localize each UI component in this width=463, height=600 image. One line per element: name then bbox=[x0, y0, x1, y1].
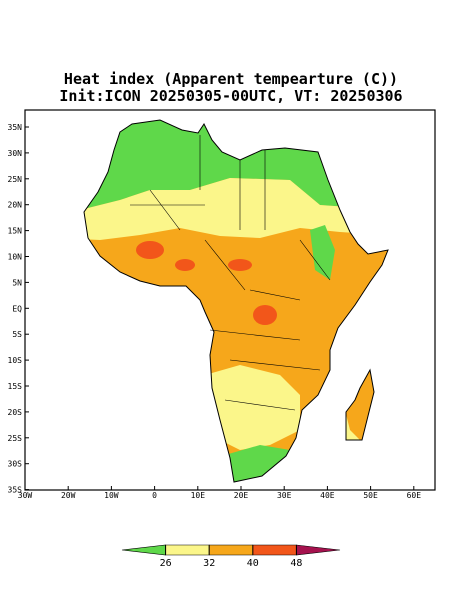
x-tick-label: 60E bbox=[407, 491, 422, 500]
colorbar-segment bbox=[165, 544, 210, 556]
borders bbox=[130, 135, 331, 411]
y-tick-label: 15S bbox=[8, 382, 23, 391]
x-tick-label: 10E bbox=[191, 491, 206, 500]
colorbar-label: 48 bbox=[290, 558, 302, 569]
y-tick-label: 20N bbox=[8, 201, 23, 210]
map-frame bbox=[24, 109, 436, 491]
y-tick-label: 30S bbox=[8, 460, 23, 469]
y-tick-label: 35S bbox=[8, 486, 23, 495]
y-tick-label: 5S bbox=[12, 330, 22, 339]
x-tick-label: 30W bbox=[18, 491, 33, 500]
colorbar-segment bbox=[208, 544, 254, 556]
x-tick-label: 40E bbox=[320, 491, 335, 500]
colorbar-label: 32 bbox=[203, 558, 215, 569]
colorbar-label: 40 bbox=[247, 558, 259, 569]
x-tick-label: 20W bbox=[61, 491, 76, 500]
x-tick-label: 10W bbox=[104, 491, 119, 500]
y-tick-label: 20S bbox=[8, 408, 23, 417]
subtitle: Init:ICON 20250305-00UTC, VT: 20250306 bbox=[59, 87, 402, 105]
y-tick-label: 25N bbox=[8, 175, 23, 184]
y-tick-label: 35N bbox=[8, 123, 23, 132]
y-tick-label: 15N bbox=[8, 227, 23, 236]
colorbar-label: 26 bbox=[160, 558, 172, 569]
x-tick-label: 20E bbox=[234, 491, 249, 500]
title: Heat index (Apparent tempearture (C)) bbox=[64, 70, 398, 88]
y-tick-label: 10N bbox=[8, 253, 23, 262]
colorbar-segment bbox=[296, 544, 341, 556]
x-tick-label: 0 bbox=[152, 491, 157, 500]
x-tick-label: 30E bbox=[277, 491, 292, 500]
y-tick-label: EQ bbox=[12, 304, 22, 313]
colorbar-segment bbox=[121, 544, 166, 556]
y-tick-label: 30N bbox=[8, 149, 23, 158]
x-tick-label: 50E bbox=[363, 491, 378, 500]
colorbar-segment bbox=[252, 544, 297, 556]
y-tick-label: 5N bbox=[12, 278, 22, 287]
coastline bbox=[83, 119, 389, 483]
y-tick-label: 25S bbox=[8, 434, 23, 443]
y-tick-label: 10S bbox=[8, 356, 23, 365]
